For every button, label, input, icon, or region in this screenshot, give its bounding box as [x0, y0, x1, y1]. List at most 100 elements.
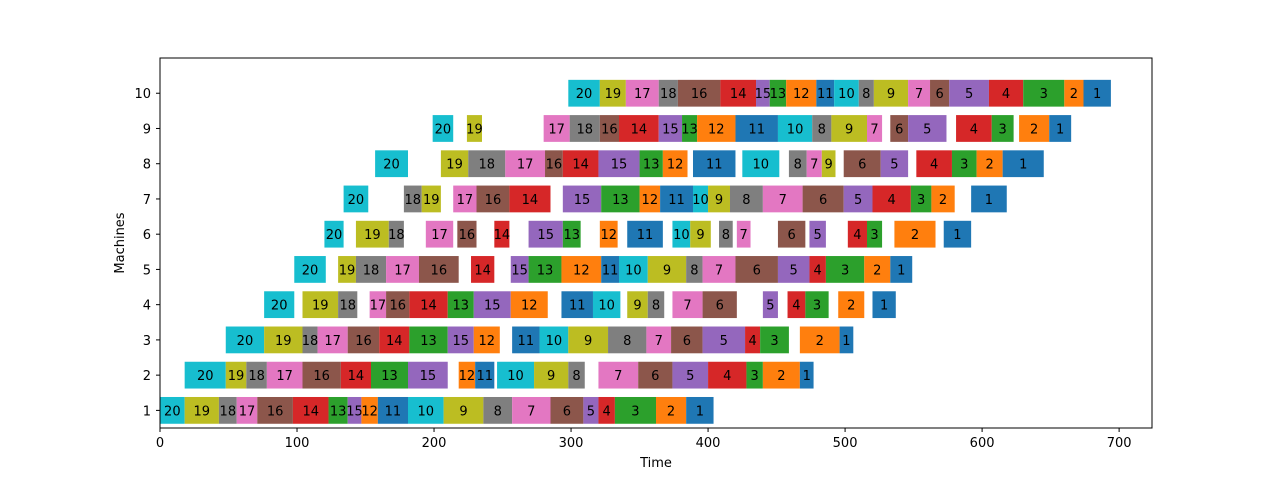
task-label: 12 [521, 299, 538, 314]
task-bar [735, 256, 778, 283]
task-label: 4 [930, 158, 938, 173]
task-bar [908, 79, 931, 107]
task-bar [561, 256, 602, 283]
task-bar [991, 115, 1014, 142]
task-label: 12 [793, 87, 810, 102]
x-axis-label: Time [639, 456, 672, 471]
task-label: 7 [683, 299, 691, 314]
task-bar [638, 361, 673, 389]
y-tick-label: 4 [143, 299, 151, 314]
task-bar [614, 396, 656, 424]
task-bar [471, 256, 495, 283]
task-bar [702, 291, 737, 319]
task-label: 1 [1056, 122, 1064, 137]
task-bar [361, 396, 378, 424]
task-bar [1064, 79, 1084, 107]
task-label: 13 [770, 87, 787, 102]
task-bar [931, 185, 955, 213]
y-tick-label: 7 [143, 193, 151, 208]
task-label: 17 [548, 122, 565, 137]
task-label: 19 [339, 263, 356, 278]
task-bar [671, 326, 703, 354]
task-bar [821, 150, 836, 178]
task-bar [468, 150, 506, 178]
task-label: 16 [691, 87, 708, 102]
task-label: 19 [364, 228, 381, 243]
task-label: 5 [720, 334, 728, 349]
task-bar [512, 396, 551, 424]
task-bar [562, 150, 599, 178]
task-label: 2 [985, 158, 993, 173]
task-bar [568, 326, 609, 354]
task-label: 1 [842, 334, 850, 349]
task-label: 14 [302, 404, 319, 419]
task-bar [294, 256, 326, 283]
task-bar [408, 361, 448, 389]
task-label: 20 [302, 263, 319, 278]
task-label: 6 [753, 263, 761, 278]
y-tick-label: 6 [143, 228, 151, 243]
task-bar [592, 291, 621, 319]
task-label: 2 [911, 228, 919, 243]
task-bar [598, 361, 639, 389]
task-label: 4 [888, 193, 896, 208]
task-bar [550, 396, 584, 424]
task-label: 11 [817, 87, 834, 102]
task-bar [880, 150, 909, 178]
task-label: 6 [935, 87, 943, 102]
y-tick-label: 9 [143, 122, 151, 137]
y-tick-label: 2 [143, 369, 151, 384]
task-label: 19 [446, 158, 463, 173]
y-axis: 1 2 3 4 5 6 7 8 9 10 [134, 87, 160, 419]
task-label: 10 [625, 263, 642, 278]
task-bar [561, 291, 593, 319]
task-label: 20 [348, 193, 365, 208]
plot-frame [159, 57, 1153, 429]
task-label: 8 [818, 122, 826, 137]
task-bar [806, 150, 822, 178]
task-label: 18 [388, 228, 405, 243]
task-bar [867, 115, 883, 142]
task-label: 2 [816, 334, 824, 349]
task-bar [656, 396, 687, 424]
task-bar [447, 326, 474, 354]
task-label: 20 [576, 87, 593, 102]
task-bar [266, 361, 303, 389]
task-label: 19 [423, 193, 440, 208]
task-label: 6 [716, 299, 724, 314]
task-label: 1 [1019, 158, 1027, 173]
task-label: 6 [651, 369, 659, 384]
task-label: 8 [690, 263, 698, 278]
task-bar [264, 291, 295, 319]
x-tick-label: 400 [696, 436, 721, 451]
task-label: 5 [587, 404, 595, 419]
task-bar [317, 326, 348, 354]
task-label: 19 [466, 122, 483, 137]
task-bar [809, 220, 826, 248]
task-label: 6 [563, 404, 571, 419]
task-label: 2 [667, 404, 675, 419]
task-bar [324, 220, 344, 248]
task-label: 10 [546, 334, 563, 349]
task-bar [458, 361, 476, 389]
task-bar [184, 361, 226, 389]
task-bar [1083, 79, 1111, 107]
task-label: 15 [662, 122, 679, 137]
task-label: 16 [546, 158, 563, 173]
task-label: 13 [420, 334, 437, 349]
task-label: 10 [787, 122, 804, 137]
task-label: 15 [611, 158, 628, 173]
task-label: 4 [1002, 87, 1010, 102]
task-label: 10 [507, 369, 524, 384]
task-bar [539, 326, 569, 354]
task-bar [672, 291, 703, 319]
task-bar [692, 185, 709, 213]
task-bar [658, 79, 678, 107]
task-label: 19 [194, 404, 211, 419]
task-label: 12 [459, 369, 476, 384]
task-bar [647, 256, 687, 283]
task-label: 1 [803, 369, 811, 384]
task-bar [583, 396, 599, 424]
task-label: 2 [873, 263, 881, 278]
